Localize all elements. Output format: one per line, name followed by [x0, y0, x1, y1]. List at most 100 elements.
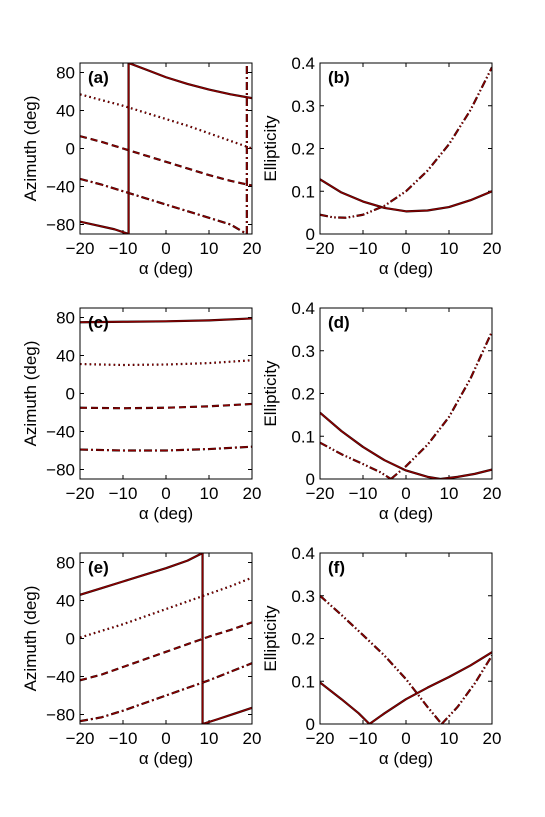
y-tick-label: 80 [56, 309, 75, 328]
y-tick-label: 0.4 [291, 54, 315, 73]
panel-label: (d) [328, 313, 350, 332]
y-tick-label: 80 [56, 554, 75, 573]
plot-frame [319, 552, 493, 725]
series-line-solid-overlay [80, 553, 203, 596]
y-tick-label: 0 [66, 140, 75, 159]
y-tick-label: 0.2 [291, 630, 315, 649]
x-tick-label: 10 [200, 239, 219, 258]
x-axis-label: α (deg) [379, 504, 433, 523]
y-tick-label: 0 [66, 630, 75, 649]
x-tick-label: −20 [306, 729, 335, 748]
y-tick-label: 0.3 [291, 587, 315, 606]
x-tick-label: 10 [440, 239, 459, 258]
y-axis-label: Azimuth (deg) [21, 586, 40, 692]
y-tick-label: −80 [46, 461, 75, 480]
plot-frame [319, 62, 493, 235]
panel-label: (c) [88, 313, 109, 332]
series-line-dashed-overlay [80, 135, 252, 187]
series-line-solid [320, 178, 492, 213]
x-tick-label: 0 [401, 729, 410, 748]
y-tick-label: −40 [46, 668, 75, 687]
x-tick-label: 10 [440, 729, 459, 748]
series-line-solid [128, 63, 252, 100]
series-line-dashdot-overlay [80, 178, 248, 234]
x-tick-label: 20 [243, 239, 262, 258]
series-line-dashdot-overlay [80, 445, 252, 452]
y-axis-label: Ellipticity [261, 115, 280, 182]
y-tick-label: 0.1 [291, 182, 315, 201]
x-tick-label: 20 [483, 484, 502, 503]
y-axis-label: Azimuth (deg) [21, 96, 40, 202]
y-tick-label: 0 [306, 715, 315, 734]
series-line-dotted-overlay [80, 359, 252, 366]
x-tick-label: 10 [200, 729, 219, 748]
x-tick-label: 20 [243, 484, 262, 503]
y-tick-label: 0.4 [291, 544, 315, 563]
series-line-solid-overlay [320, 412, 492, 479]
x-tick-label: −20 [306, 484, 335, 503]
panel-e: −20 −10 0 10 20 −80 −40 0 40 80 (e) α (deg) Azimuth … [21, 552, 262, 768]
x-axis-label: α (deg) [379, 259, 433, 278]
x-tick-label: −10 [349, 239, 378, 258]
x-tick-label: 20 [243, 729, 262, 748]
y-tick-label: −40 [46, 178, 75, 197]
y-tick-label: −40 [46, 423, 75, 442]
x-tick-label: 20 [483, 729, 502, 748]
y-axis-label: Ellipticity [261, 605, 280, 672]
x-tick-label: 10 [200, 484, 219, 503]
series-line-dashed-overlay [80, 621, 252, 682]
x-tick-label: 0 [401, 484, 410, 503]
x-axis-label: α (deg) [139, 504, 193, 523]
series-line-dashdot-overlay [80, 662, 252, 722]
series-line-solid-overlay [202, 707, 252, 724]
x-tick-label: 0 [161, 239, 170, 258]
x-tick-label: −20 [66, 729, 95, 748]
series-line-solid-overlay [320, 681, 370, 724]
y-tick-label: 0 [306, 225, 315, 244]
series-line-dashdot [80, 177, 248, 234]
series-line-solid-overlay [80, 220, 129, 234]
x-axis-label: α (deg) [139, 259, 193, 278]
x-tick-label: −20 [306, 239, 335, 258]
x-tick-label: −10 [349, 484, 378, 503]
series-line-dashdotdot-overlay [320, 441, 392, 479]
series-line-dotted-overlay [80, 93, 252, 150]
series-line-dotted [80, 359, 252, 367]
x-tick-label: 0 [161, 484, 170, 503]
panel-f: −20 −10 0 10 20 0 0.1 0.2 0.3 0.4 (f) α (deg) Ellipt… [261, 544, 501, 768]
panel-label: (b) [328, 68, 350, 87]
x-tick-label: 10 [440, 484, 459, 503]
y-tick-label: 40 [56, 102, 75, 121]
x-axis-label: α (deg) [379, 749, 433, 768]
series-line-dashdotdot-overlay [390, 331, 492, 479]
y-tick-label: 0.1 [291, 672, 315, 691]
y-tick-label: −80 [46, 216, 75, 235]
y-tick-label: 40 [56, 592, 75, 611]
y-tick-label: 0.3 [291, 342, 315, 361]
y-tick-label: 0.3 [291, 97, 315, 116]
series-line-solid-overlay [369, 651, 492, 724]
series-line-dotted [80, 93, 252, 150]
y-tick-label: 0.4 [291, 299, 315, 318]
panel-b: −20 −10 0 10 20 0 0.1 0.2 0.3 0.4 (b) α (deg) Ellipt… [261, 54, 501, 278]
panel-c: −20 −10 0 10 20 −80 −40 0 40 80 (c) α (deg) Azimuth … [21, 307, 262, 523]
x-tick-label: 0 [161, 729, 170, 748]
series-line-solid-overlay [80, 317, 252, 323]
series-line-dashed-overlay [80, 403, 252, 409]
y-tick-label: 0.2 [291, 385, 315, 404]
series-line-dashdotdot [440, 655, 492, 724]
series-line-dashdotdot-overlay [320, 66, 492, 219]
series-line-dashdotdot-overlay [320, 595, 443, 724]
series-line-solid-overlay [320, 178, 492, 213]
panel-d: −20 −10 0 10 20 0 0.1 0.2 0.3 0.4 (d) α (deg) Ellipt… [261, 299, 501, 523]
x-axis-label: α (deg) [139, 749, 193, 768]
series-line-solid [320, 411, 492, 479]
x-tick-label: −20 [66, 484, 95, 503]
x-tick-label: −10 [109, 484, 138, 503]
series-line-dashdotdot [390, 331, 492, 479]
series-line-dotted-overlay [80, 577, 252, 639]
panel-label: (f) [328, 558, 345, 577]
x-tick-label: −20 [66, 239, 95, 258]
y-axis-label: Azimuth (deg) [21, 341, 40, 447]
